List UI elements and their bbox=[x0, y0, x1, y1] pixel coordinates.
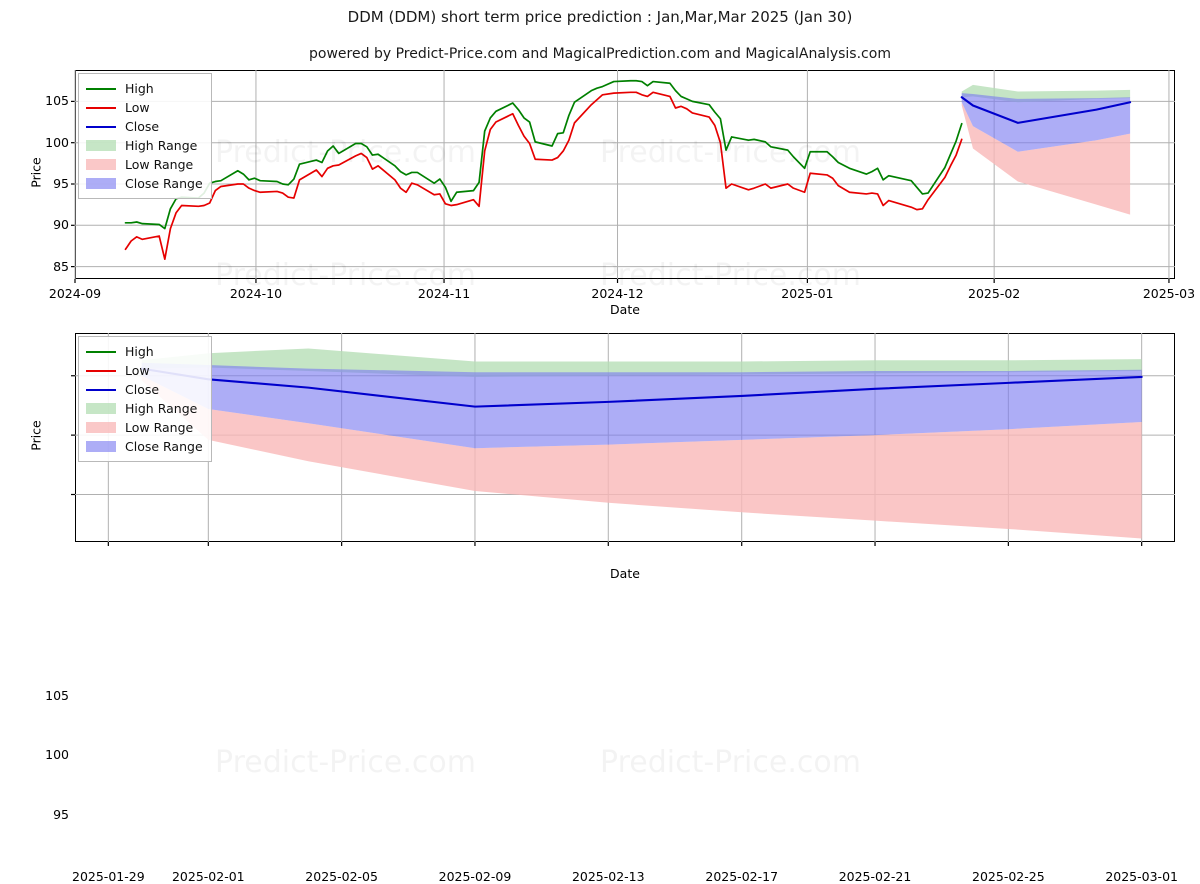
top-x-tick-label: 2025-01 bbox=[781, 286, 834, 301]
bottom-legend-swatch-icon bbox=[86, 402, 116, 415]
bottom-legend-item-low: Low bbox=[86, 361, 203, 380]
top-watermark: Predict-Price.com bbox=[600, 135, 861, 170]
top-legend-swatch-icon bbox=[86, 101, 116, 114]
bottom-x-tick-label: 2025-02-05 bbox=[305, 869, 378, 884]
top-x-tick-label: 2024-09 bbox=[48, 286, 102, 301]
top-legend-label: Close Range bbox=[125, 176, 203, 191]
top-legend-item-close-range: Close Range bbox=[86, 174, 203, 193]
top-x-axis-label: Date bbox=[610, 302, 640, 317]
bottom-legend-label: High Range bbox=[125, 401, 198, 416]
bottom-y-tick-label: 100 bbox=[45, 747, 69, 763]
bottom-y-axis-label: Price bbox=[28, 420, 44, 451]
bottom-x-axis-label: Date bbox=[610, 566, 640, 581]
bottom-chart-svg bbox=[71, 333, 1175, 546]
top-legend: High Low Close High Range Low Range Close Ran… bbox=[78, 73, 212, 199]
bottom-legend-item-close: Close bbox=[86, 380, 203, 399]
bottom-chart-panel: Price Date High Low Close High Range Low Ran… bbox=[0, 320, 1200, 884]
bottom-legend-swatch-icon bbox=[86, 364, 116, 377]
bottom-legend-label: High bbox=[125, 344, 154, 359]
top-legend-label: Low Range bbox=[125, 157, 194, 172]
top-watermark: Predict-Price.com bbox=[600, 258, 861, 293]
bottom-x-tick-label: 2025-01-29 bbox=[72, 869, 145, 884]
bottom-y-tick-label: 105 bbox=[45, 687, 69, 703]
bottom-legend-swatch-icon bbox=[86, 383, 116, 396]
top-legend-item-high: High bbox=[86, 79, 203, 98]
top-legend-swatch-icon bbox=[86, 158, 116, 171]
bottom-x-tick-label: 2025-02-09 bbox=[438, 869, 512, 884]
top-y-tick-label: 95 bbox=[53, 176, 69, 191]
top-y-tick-label: 85 bbox=[53, 258, 69, 274]
bottom-watermark: Predict-Price.com bbox=[215, 745, 476, 780]
top-x-tick-label: 2024-10 bbox=[229, 286, 283, 301]
top-y-tick-label: 100 bbox=[45, 134, 69, 150]
top-legend-item-low-range: Low Range bbox=[86, 155, 203, 174]
bottom-x-tick-label: 2025-02-13 bbox=[571, 869, 645, 884]
top-legend-swatch-icon bbox=[86, 82, 116, 95]
bottom-plot-area bbox=[75, 333, 1175, 542]
top-y-tick-label: 90 bbox=[53, 217, 69, 233]
bottom-x-tick-label: 2025-02-25 bbox=[972, 869, 1045, 884]
bottom-legend: High Low Close High Range Low Range Close Ran… bbox=[78, 336, 212, 462]
top-legend-swatch-icon bbox=[86, 120, 116, 133]
bottom-legend-label: Low bbox=[125, 363, 150, 378]
top-x-tick-label: 2024-12 bbox=[591, 286, 644, 301]
bottom-y-tick-label: 95 bbox=[53, 806, 69, 822]
top-legend-item-high-range: High Range bbox=[86, 136, 203, 155]
top-chart-svg bbox=[71, 70, 1175, 283]
top-legend-label: High Range bbox=[125, 138, 198, 153]
bottom-legend-item-high-range: High Range bbox=[86, 399, 203, 418]
bottom-legend-item-high: High bbox=[86, 342, 203, 361]
bottom-legend-swatch-icon bbox=[86, 345, 116, 358]
bottom-legend-label: Low Range bbox=[125, 420, 194, 435]
bottom-x-tick-label: 2025-03-01 bbox=[1105, 869, 1178, 884]
top-legend-label: Close bbox=[125, 119, 160, 134]
top-legend-swatch-icon bbox=[86, 139, 116, 152]
bottom-legend-label: Close Range bbox=[125, 439, 203, 454]
top-chart-panel: Price Date High Low Close High Range Low Ran… bbox=[0, 0, 1200, 320]
bottom-x-tick-label: 2025-02-21 bbox=[838, 869, 912, 884]
top-x-tick-label: 2025-02 bbox=[968, 286, 1021, 301]
top-x-tick-label: 2024-11 bbox=[417, 286, 471, 301]
bottom-legend-item-close-range: Close Range bbox=[86, 437, 203, 456]
top-legend-item-close: Close bbox=[86, 117, 203, 136]
bottom-watermark: Predict-Price.com bbox=[600, 745, 861, 780]
page-title: DDM (DDM) short term price prediction : … bbox=[347, 8, 853, 26]
top-watermark: Predict-Price.com bbox=[215, 135, 476, 170]
bottom-legend-item-low-range: Low Range bbox=[86, 418, 203, 437]
top-legend-item-low: Low bbox=[86, 98, 203, 117]
top-x-tick-label: 2025-03 bbox=[1142, 286, 1196, 301]
top-legend-label: High bbox=[125, 81, 154, 96]
bottom-x-tick-label: 2025-02-17 bbox=[705, 869, 779, 884]
bottom-legend-swatch-icon bbox=[86, 421, 116, 434]
page-subtitle: powered by Predict-Price.com and Magical… bbox=[309, 46, 891, 62]
bottom-x-tick-label: 2025-02-01 bbox=[171, 869, 245, 884]
bottom-legend-swatch-icon bbox=[86, 440, 116, 453]
bottom-legend-label: Close bbox=[125, 382, 160, 397]
top-watermark: Predict-Price.com bbox=[215, 258, 476, 293]
top-legend-swatch-icon bbox=[86, 177, 116, 190]
top-y-tick-label: 105 bbox=[45, 93, 69, 109]
top-legend-label: Low bbox=[125, 100, 150, 115]
